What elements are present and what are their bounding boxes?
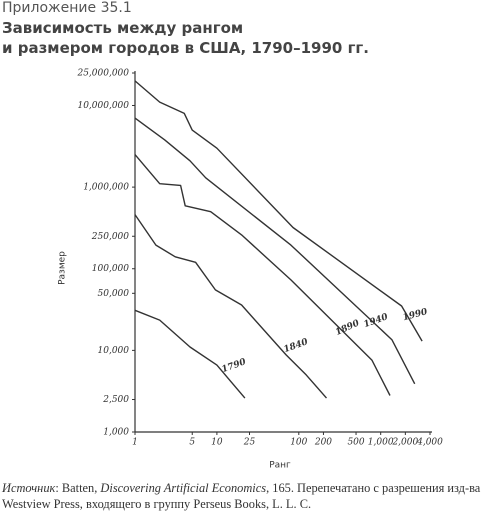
chart-title: Зависимость между рангом — [2, 19, 244, 37]
y-tick-label: 25,000,000 — [76, 69, 129, 79]
series-line — [134, 214, 328, 399]
series-line — [134, 117, 416, 385]
series-label: 1840 — [282, 337, 310, 355]
x-tick-label: 200 — [314, 438, 332, 448]
x-tick-label: 5 — [189, 438, 195, 448]
y-tick-label: 250,000 — [91, 232, 129, 242]
y-tick-label: 2,500 — [102, 395, 129, 405]
x-tick-label: 100 — [290, 438, 307, 448]
series-line — [134, 154, 391, 396]
y-axis-label: Размер — [58, 251, 68, 285]
x-tick-label: 2,000 — [391, 438, 418, 448]
appendix: Приложение 35.1 — [2, 0, 132, 16]
x-tick-label: 25 — [243, 438, 256, 448]
y-tick-label: 10,000,000 — [77, 101, 129, 111]
series-line — [134, 309, 246, 399]
series-label: 1890 — [334, 318, 362, 338]
x-tick-label: 500 — [347, 438, 364, 448]
series-line — [134, 80, 423, 342]
series-label: 1940 — [362, 312, 390, 330]
chart-title: и размером городов в США, 1790–1990 гг. — [2, 39, 369, 57]
source-part: Discovering Artificial Economics — [100, 481, 267, 495]
y-tick-label: 10,000 — [98, 346, 130, 356]
series-label: 1790 — [220, 357, 248, 375]
series-label: 1990 — [402, 307, 429, 323]
x-tick-label: 1,000 — [368, 438, 394, 448]
source-note: Источник: Batten, Discovering Artificial… — [2, 480, 498, 512]
source-part: : Batten, — [55, 481, 101, 495]
y-tick-label: 1,000 — [103, 428, 129, 438]
x-tick-label: 1 — [132, 438, 138, 448]
y-tick-label: 100,000 — [92, 264, 129, 274]
x-axis-label: Ранг — [269, 461, 291, 471]
x-tick-label: 10 — [211, 438, 223, 448]
source-part: , 165. Перепечатано с разрешения изд-ва … — [2, 481, 481, 511]
y-tick-label: 1,000,000 — [83, 183, 129, 193]
y-tick-label: 50,000 — [98, 289, 130, 299]
source-part: Источник — [2, 481, 56, 495]
chart: Размер Ранг 25,000,000 10,000,000 1,000,00… — [58, 69, 444, 471]
x-tick-label: 4,000 — [416, 438, 443, 448]
